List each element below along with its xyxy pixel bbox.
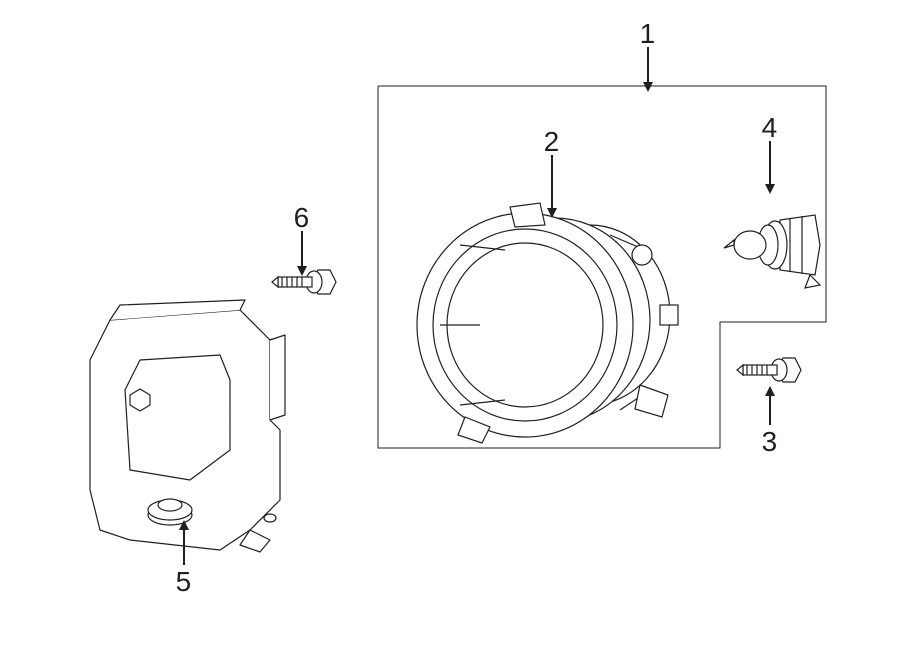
callout-arrowhead-4: [765, 184, 775, 194]
callout-2: 2: [544, 126, 560, 158]
callout-5: 5: [176, 566, 192, 598]
diagram-canvas: 1 2 3 4 5 6: [0, 0, 900, 661]
bulb-socket: [720, 190, 830, 300]
callout-1: 1: [640, 18, 656, 50]
callout-6: 6: [294, 202, 310, 234]
callout-arrow-4: [769, 141, 770, 186]
mounting-bracket: [70, 300, 310, 560]
callout-arrowhead-3: [765, 386, 775, 396]
callout-arrowhead-6: [297, 266, 307, 276]
callout-arrow-6: [301, 231, 302, 268]
callout-arrowhead-2: [547, 208, 557, 218]
callout-arrowhead-1: [643, 82, 653, 92]
callout-4: 4: [762, 112, 778, 144]
callout-arrowhead-5: [179, 520, 189, 530]
mount-bolt: [735, 350, 805, 390]
callout-3: 3: [762, 426, 778, 458]
callout-arrow-2: [551, 155, 552, 210]
callout-arrow-1: [647, 47, 648, 84]
callout-arrow-3: [769, 394, 770, 425]
callout-arrow-5: [183, 528, 184, 565]
fog-lamp-housing: [410, 195, 700, 445]
